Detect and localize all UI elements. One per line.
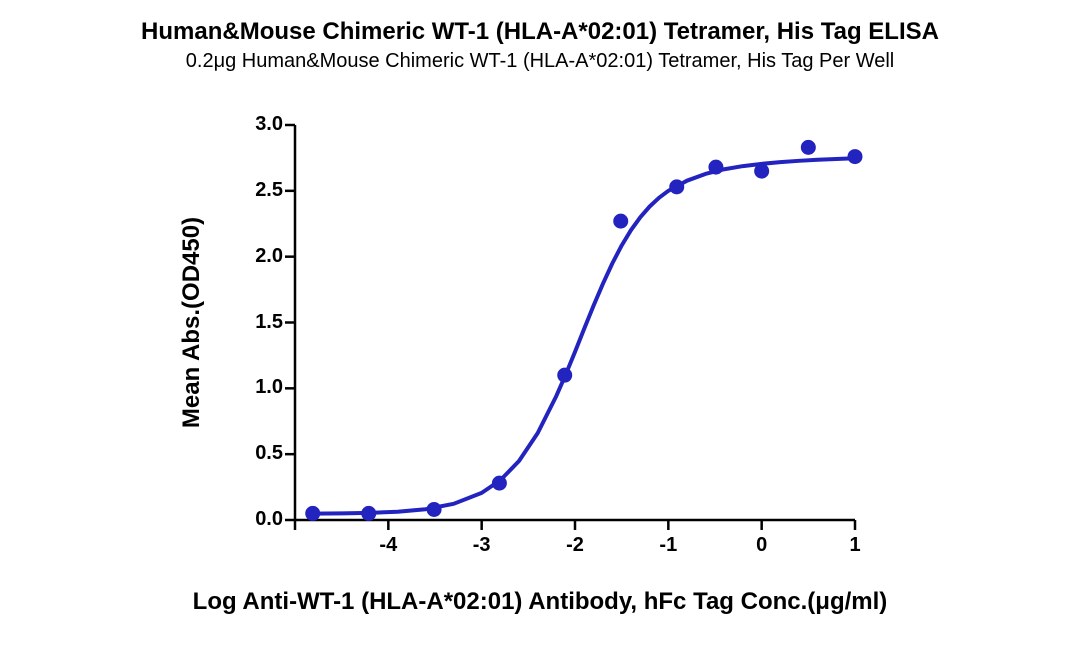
x-tick-label: -3 [462,534,502,557]
data-point [670,180,684,194]
y-tick-label: 3.0 [228,113,283,136]
y-tick-label: 2.0 [228,245,283,268]
data-point [362,506,376,520]
y-tick-label: 1.5 [228,311,283,334]
data-point [801,140,815,154]
data-point [755,164,769,178]
plot-area [295,125,855,520]
y-tick-label: 0.0 [228,508,283,531]
y-axis-label-wrap: Mean Abs.(OD450) [178,0,206,125]
fitted-curve [313,158,855,513]
y-tick-label: 0.5 [228,442,283,465]
plot-svg [295,125,855,520]
data-point [427,502,441,516]
data-point [709,160,723,174]
y-tick-label: 2.5 [228,179,283,202]
x-tick-label: -4 [368,534,408,557]
data-point [492,476,506,490]
chart-container: Human&Mouse Chimeric WT-1 (HLA-A*02:01) … [0,0,1080,666]
x-tick-label: -1 [648,534,688,557]
x-tick-label: -2 [555,534,595,557]
data-point [848,150,862,164]
data-point [558,368,572,382]
y-axis-label: Mean Abs.(OD450) [178,125,206,520]
data-point [614,214,628,228]
x-tick-label: 0 [742,534,782,557]
y-tick-label: 1.0 [228,376,283,399]
x-axis-label: Log Anti-WT-1 (HLA-A*02:01) Antibody, hF… [0,588,1080,616]
title-block: Human&Mouse Chimeric WT-1 (HLA-A*02:01) … [0,18,1080,73]
x-tick-label: 1 [835,534,875,557]
chart-title-main: Human&Mouse Chimeric WT-1 (HLA-A*02:01) … [0,18,1080,47]
data-point [306,506,320,520]
chart-title-sub: 0.2μg Human&Mouse Chimeric WT-1 (HLA-A*0… [0,49,1080,73]
